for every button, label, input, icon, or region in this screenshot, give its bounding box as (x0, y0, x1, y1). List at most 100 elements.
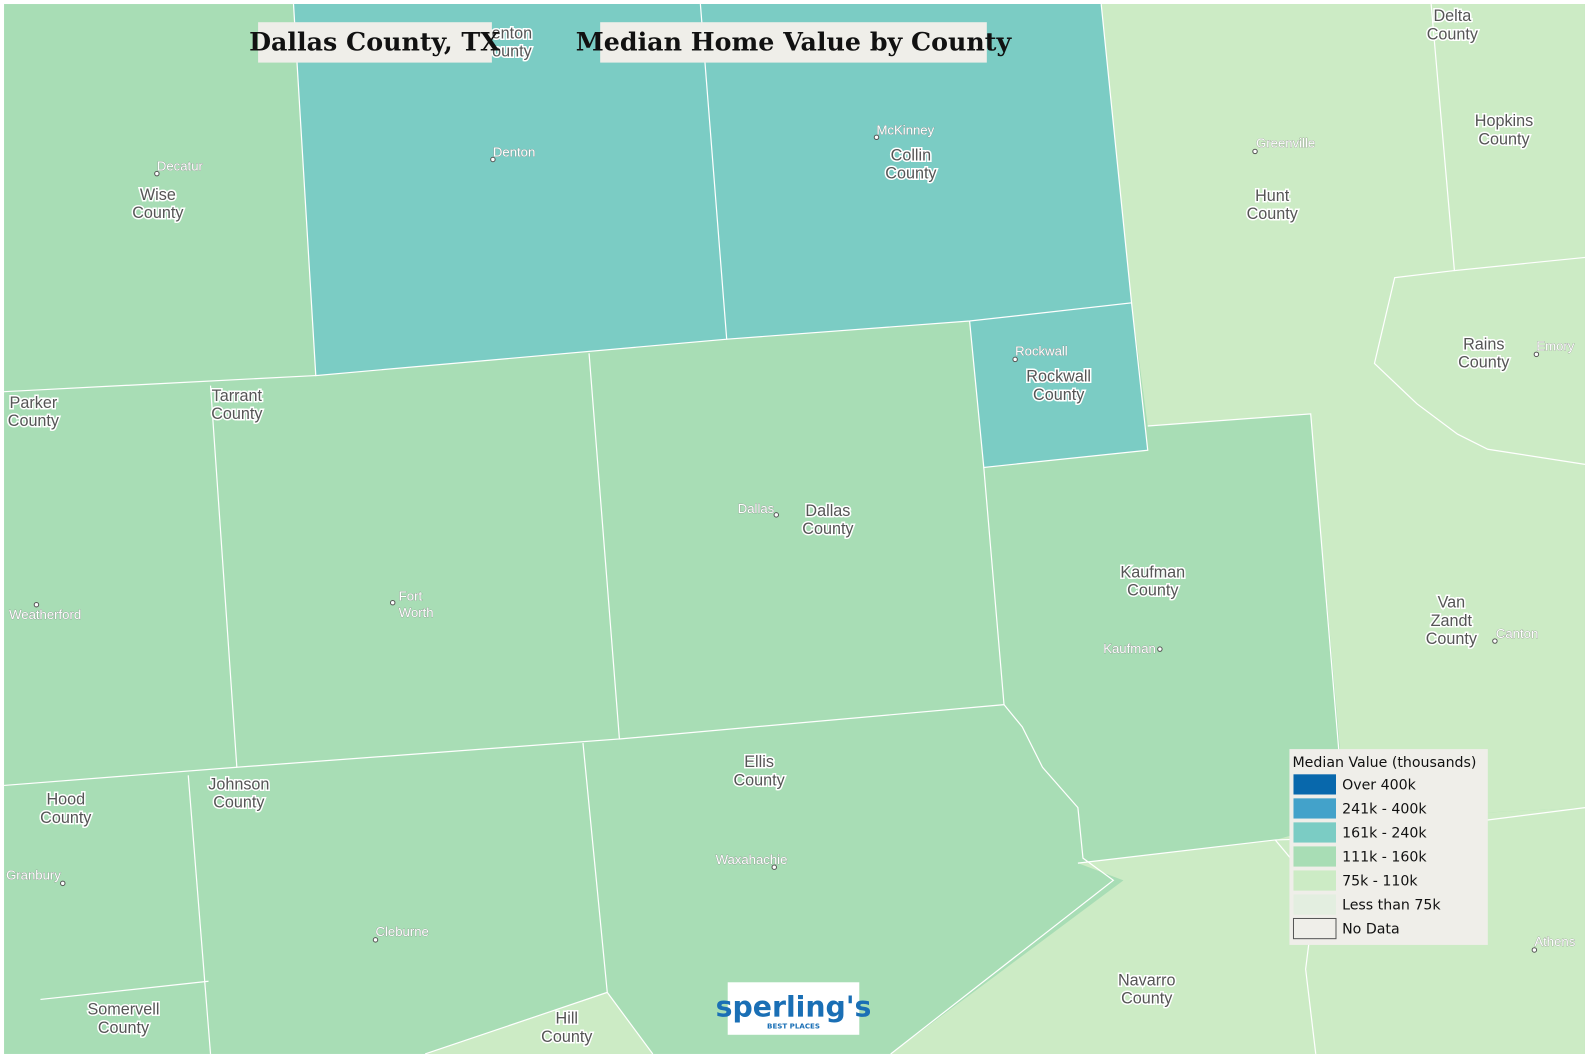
county-label: Hopkins (1475, 112, 1533, 130)
city-dot (490, 156, 496, 163)
city-dot (773, 512, 780, 518)
legend-label: Over 400k (1342, 777, 1417, 793)
county-label: County (1127, 582, 1179, 600)
city-dot (60, 880, 66, 887)
city-label: Granbury (6, 867, 61, 882)
county-label: County (1427, 25, 1479, 43)
county-label: County (211, 405, 263, 423)
city-dot (771, 864, 778, 870)
legend-label: 241k - 400k (1342, 802, 1427, 818)
city-label: Decatur (157, 159, 204, 174)
county-label: County (1478, 130, 1530, 148)
county-label: County (1426, 630, 1478, 648)
city-label: Denton (493, 144, 535, 159)
city-label: Canton (1496, 626, 1538, 641)
city-dot (372, 937, 379, 943)
subtitle: Median Home Value by County (576, 27, 1013, 57)
logo-name: sperling's (716, 991, 872, 1024)
county-collin (700, 4, 1132, 340)
city-dot (154, 170, 160, 177)
county-label: Johnson (208, 775, 269, 793)
city-label: Cleburne (375, 924, 428, 939)
legend-label: No Data (1342, 922, 1400, 938)
logo-box (727, 982, 860, 1035)
legend-label: 75k - 110k (1342, 874, 1418, 890)
legend: Median Value (thousands) Over 400k 241k -… (1289, 749, 1488, 945)
county-label: Denton (480, 24, 532, 42)
city-dot (873, 134, 880, 141)
county-label: Rockwall (1026, 368, 1091, 386)
county-east (1101, 4, 1585, 820)
county-label: Zandt (1431, 612, 1473, 630)
county-label: Hood (46, 791, 85, 809)
legend-label: Less than 75k (1342, 898, 1441, 914)
county-label: Tarrant (212, 387, 263, 405)
county-label: Parker (10, 394, 58, 412)
county-label: Hunt (1255, 187, 1290, 205)
county-label: Rains (1463, 335, 1504, 353)
county-label: Navarro (1118, 971, 1176, 989)
city-label: Emory (1536, 338, 1574, 353)
legend-swatch (1292, 917, 1337, 940)
legend-swatch (1293, 870, 1336, 891)
city-dot (33, 601, 40, 608)
county-label: Van (1438, 594, 1466, 612)
county-borders (4, 3, 1586, 1055)
county-label: Kaufman (1120, 563, 1185, 581)
city-label: McKinney (876, 122, 934, 137)
city-label: Waxahachie (716, 852, 788, 867)
county-label: County (98, 1019, 150, 1037)
city-label: Fort (399, 589, 423, 604)
city-dot (1492, 638, 1498, 644)
city-dot (1157, 646, 1163, 652)
county-label: County (8, 412, 60, 430)
city-dot (1531, 947, 1538, 953)
county-label: Delta (1434, 7, 1472, 25)
city-dot (389, 599, 396, 606)
city-label: Rockwall (1015, 343, 1068, 358)
legend-swatch (1293, 774, 1336, 795)
legend-title: Median Value (thousands) (1292, 755, 1476, 771)
legend-swatch (1293, 846, 1336, 867)
county-label: Ellis (744, 753, 774, 771)
city-dot (1012, 356, 1018, 363)
county-label: County (541, 1028, 593, 1046)
county-label: County (885, 165, 937, 183)
legend-label: 161k - 240k (1342, 826, 1427, 842)
legend-swatch (1293, 822, 1336, 843)
county-label: County (733, 771, 785, 789)
city-dot (1533, 351, 1540, 358)
city-label: Greenville (1256, 135, 1315, 150)
county-label: County (1033, 386, 1085, 404)
county-denton (293, 4, 727, 376)
title-box (258, 22, 492, 63)
county-hill (425, 992, 653, 1054)
county-label: County (132, 204, 184, 222)
county-label: County (480, 43, 532, 61)
county-label: County (213, 794, 265, 812)
county-label: County (1121, 990, 1173, 1008)
city-label: Worth (399, 605, 434, 620)
county-label: County (1247, 205, 1299, 223)
logo-tagline: BEST PLACES (767, 1022, 820, 1031)
city-label: Kaufman (1103, 641, 1156, 656)
legend-label: 111k - 160k (1342, 850, 1427, 866)
city-label: Weatherford (9, 607, 81, 622)
county-rockwall (969, 302, 1148, 468)
legend-swatch (1293, 894, 1336, 915)
county-label: County (802, 520, 854, 538)
subtitle-box (600, 22, 987, 63)
county-label: Hill (556, 1010, 578, 1028)
title: Dallas County, TX (249, 27, 500, 57)
county-label: Dallas (805, 502, 850, 520)
county-label: Somervell (88, 1001, 160, 1019)
county-label: County (1458, 353, 1510, 371)
labels: WiseCountyDentonCountyCollinCountyHuntCo… (6, 6, 1576, 1048)
county-label: Wise (140, 186, 176, 204)
city-label: Athens (1534, 934, 1575, 949)
county-label: Collin (891, 147, 931, 165)
city-label: Dallas (738, 501, 775, 516)
city-dot (1252, 148, 1258, 155)
county-label: County (40, 809, 92, 827)
